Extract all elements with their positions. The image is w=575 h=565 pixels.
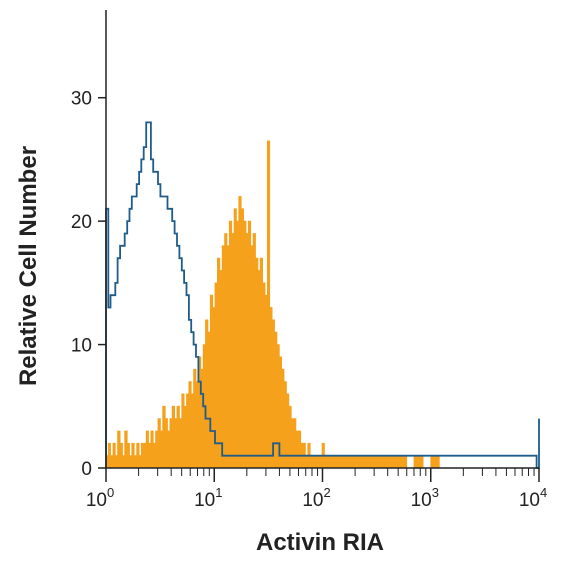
x-tick-exponent: 1	[215, 485, 222, 500]
y-tick-label: 20	[71, 212, 92, 233]
x-tick-base: 10	[194, 490, 215, 511]
x-tick-base: 10	[86, 490, 107, 511]
y-axis-label: Relative Cell Number	[15, 146, 42, 386]
x-tick-label: 104	[519, 485, 547, 511]
labels-layer: Activin RIA Relative Cell Number	[15, 146, 384, 556]
y-tick-label: 30	[71, 89, 92, 110]
x-tick-base: 10	[302, 490, 323, 511]
x-tick-label: 103	[411, 485, 439, 511]
series-layer	[105, 121, 540, 469]
x-tick-exponent: 2	[323, 485, 330, 500]
x-tick-base: 10	[411, 490, 432, 511]
x-tick-label: 101	[194, 485, 222, 511]
y-tick-label: 10	[71, 336, 92, 357]
y-tick-label: 0	[81, 459, 92, 480]
outline-histogram-series	[105, 121, 540, 469]
x-tick-label: 100	[86, 485, 114, 511]
x-tick-exponent: 4	[540, 485, 547, 500]
x-tick-label: 102	[302, 485, 330, 511]
x-tick-base: 10	[519, 490, 540, 511]
x-axis-label: Activin RIA	[256, 529, 384, 556]
filled-histogram-series	[105, 140, 539, 469]
x-tick-exponent: 0	[107, 485, 114, 500]
x-tick-exponent: 3	[432, 485, 439, 500]
